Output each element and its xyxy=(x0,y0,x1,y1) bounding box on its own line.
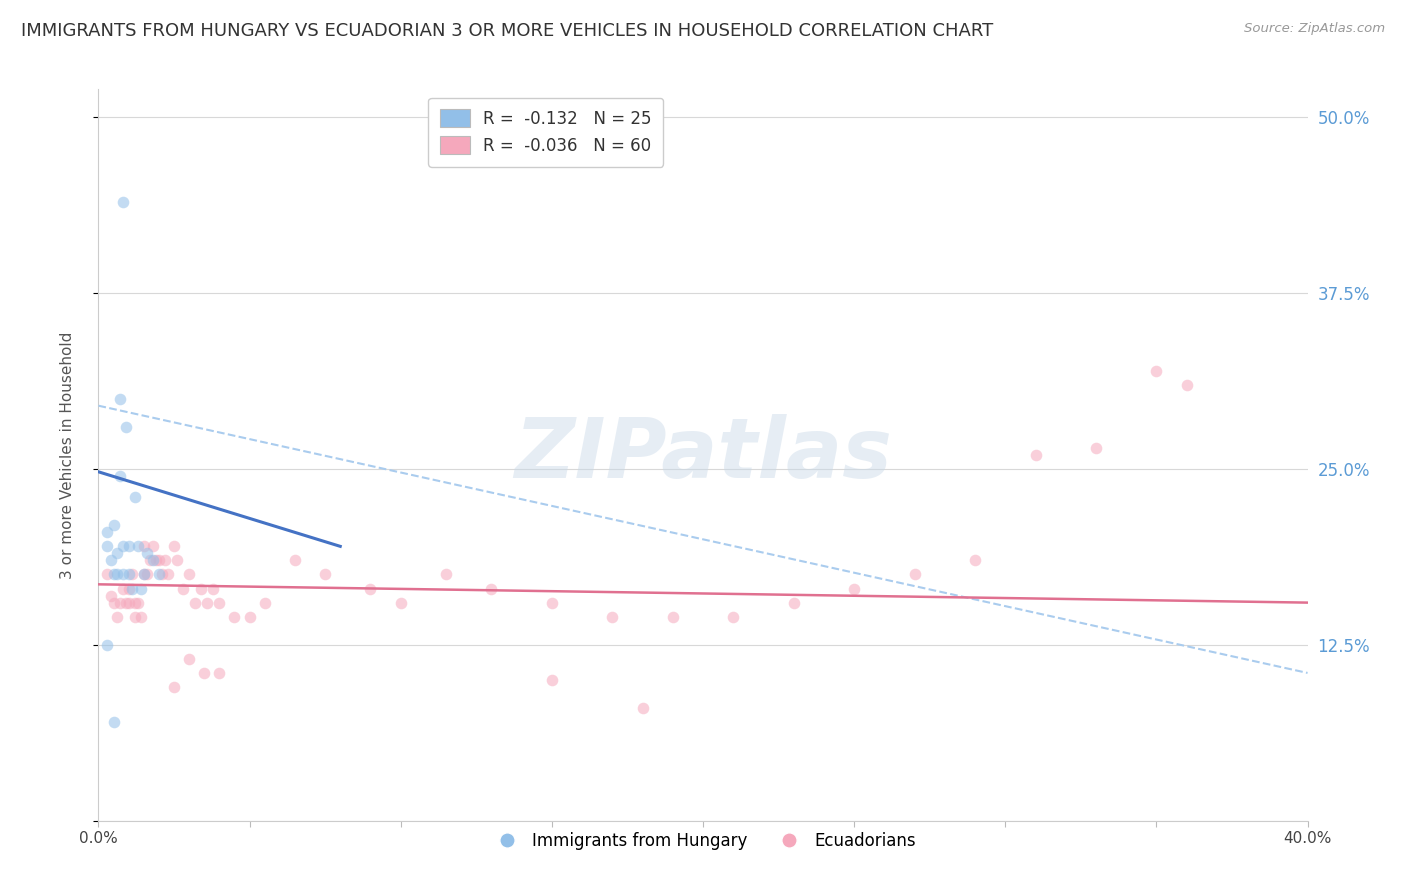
Point xyxy=(132,539,155,553)
Point xyxy=(389,596,412,610)
Point xyxy=(124,490,146,504)
Point xyxy=(208,665,231,680)
Point xyxy=(184,596,207,610)
Point xyxy=(108,392,131,406)
Point xyxy=(129,609,152,624)
Point xyxy=(145,553,167,567)
Point xyxy=(127,539,149,553)
Point xyxy=(284,553,307,567)
Point xyxy=(904,567,927,582)
Point xyxy=(150,567,173,582)
Point xyxy=(1024,448,1046,462)
Point xyxy=(783,596,806,610)
Point xyxy=(135,567,157,582)
Point xyxy=(253,596,276,610)
Point xyxy=(111,567,134,582)
Point xyxy=(166,553,188,567)
Point xyxy=(540,673,562,687)
Point xyxy=(195,596,218,610)
Point xyxy=(121,582,143,596)
Point xyxy=(156,567,179,582)
Point xyxy=(602,609,624,624)
Text: Source: ZipAtlas.com: Source: ZipAtlas.com xyxy=(1244,22,1385,36)
Point xyxy=(1085,441,1108,455)
Point xyxy=(163,539,186,553)
Point xyxy=(540,596,562,610)
Point xyxy=(202,582,225,596)
Point xyxy=(631,701,654,715)
Point xyxy=(121,567,143,582)
Point xyxy=(124,596,146,610)
Point xyxy=(142,539,165,553)
Point xyxy=(105,546,128,560)
Point xyxy=(111,582,134,596)
Point xyxy=(103,567,125,582)
Point xyxy=(139,553,162,567)
Point xyxy=(153,553,176,567)
Point xyxy=(100,553,122,567)
Point xyxy=(190,582,212,596)
Point xyxy=(1175,377,1198,392)
Point xyxy=(127,596,149,610)
Point xyxy=(111,539,134,553)
Point xyxy=(163,680,186,694)
Point xyxy=(481,582,503,596)
Point xyxy=(661,609,683,624)
Point xyxy=(179,567,201,582)
Point xyxy=(103,715,125,730)
Point xyxy=(723,609,745,624)
Point xyxy=(224,609,246,624)
Point xyxy=(118,567,141,582)
Point xyxy=(105,609,128,624)
Point xyxy=(132,567,155,582)
Point xyxy=(314,567,336,582)
Point xyxy=(96,567,118,582)
Point xyxy=(1144,363,1167,377)
Point xyxy=(108,596,131,610)
Point xyxy=(103,596,125,610)
Point xyxy=(208,596,231,610)
Point xyxy=(124,609,146,624)
Point xyxy=(148,567,170,582)
Text: ZIPatlas: ZIPatlas xyxy=(515,415,891,495)
Point xyxy=(239,609,262,624)
Point xyxy=(148,553,170,567)
Legend: Immigrants from Hungary, Ecuadorians: Immigrants from Hungary, Ecuadorians xyxy=(484,825,922,856)
Point xyxy=(105,567,128,582)
Point xyxy=(114,596,136,610)
Point xyxy=(360,582,382,596)
Point xyxy=(96,525,118,540)
Point xyxy=(135,546,157,560)
Point xyxy=(118,539,141,553)
Point xyxy=(96,638,118,652)
Point xyxy=(179,652,201,666)
Point xyxy=(118,582,141,596)
Point xyxy=(100,589,122,603)
Point xyxy=(193,665,215,680)
Point xyxy=(129,582,152,596)
Point xyxy=(103,518,125,533)
Point xyxy=(965,553,987,567)
Y-axis label: 3 or more Vehicles in Household: 3 or more Vehicles in Household xyxy=(60,331,75,579)
Point xyxy=(172,582,194,596)
Point xyxy=(114,419,136,434)
Text: IMMIGRANTS FROM HUNGARY VS ECUADORIAN 3 OR MORE VEHICLES IN HOUSEHOLD CORRELATIO: IMMIGRANTS FROM HUNGARY VS ECUADORIAN 3 … xyxy=(21,22,994,40)
Point xyxy=(844,582,866,596)
Point xyxy=(434,567,457,582)
Point xyxy=(111,194,134,209)
Point xyxy=(142,553,165,567)
Point xyxy=(118,596,141,610)
Point xyxy=(96,539,118,553)
Point xyxy=(108,469,131,483)
Point xyxy=(132,567,155,582)
